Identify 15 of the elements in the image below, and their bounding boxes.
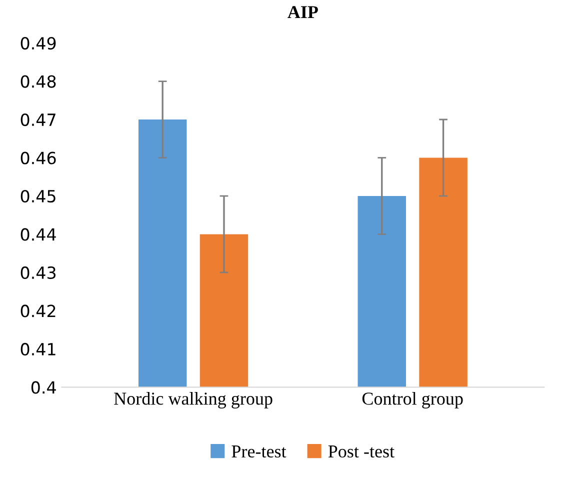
y-tick-label: 0.49: [20, 36, 56, 50]
y-tick-label: 0.44: [20, 228, 56, 241]
x-tick-label: Nordic walking group: [114, 392, 272, 408]
y-tick-label: 0.42: [20, 304, 56, 318]
x-tick-label: Control group: [362, 392, 463, 408]
y-tick-label: 0.45: [20, 190, 56, 203]
chart-title: AIP: [288, 6, 318, 18]
y-tick-label: 0.48: [20, 75, 56, 88]
legend-label: Pre-test: [232, 446, 286, 458]
y-tick-label: 0.4: [31, 381, 56, 394]
y-tick-label: 0.46: [20, 152, 56, 164]
y-tick-label: 0.41: [20, 342, 56, 356]
y-tick-label: 0.43: [20, 266, 56, 280]
y-tick-label: 0.47: [20, 113, 56, 126]
legend-label: Post -test: [328, 446, 394, 458]
